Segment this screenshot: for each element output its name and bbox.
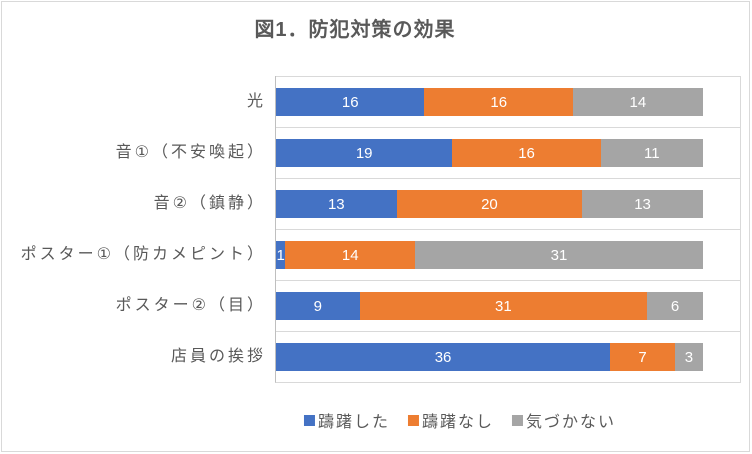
legend-label: 気づかない <box>526 414 617 431</box>
legend-swatch-icon <box>512 414 524 426</box>
data-label: 3 <box>684 348 694 366</box>
category-label: 音①（不安喚起） <box>115 143 266 161</box>
bar-segment-series2: 31 <box>359 292 648 320</box>
data-label: 16 <box>518 144 535 162</box>
data-label: 19 <box>355 144 373 162</box>
stacked-bar: 1 14 31 <box>276 241 740 269</box>
stacked-bar: 9 31 6 <box>276 292 740 320</box>
data-label: 13 <box>634 195 651 213</box>
data-label: 7 <box>638 348 647 366</box>
data-label: 36 <box>434 348 452 366</box>
data-label: 11 <box>644 144 660 162</box>
legend-item: 躊躇した <box>303 408 390 432</box>
data-label: 14 <box>341 246 359 264</box>
chart-row: 19 16 11 <box>276 127 740 178</box>
category-label: ポスター②（目） <box>115 296 266 314</box>
bar-segment-series1: 13 <box>276 190 397 218</box>
bar-segment-series3: 13 <box>582 190 703 218</box>
legend-swatch-icon <box>407 414 419 426</box>
bar-segment-series2: 16 <box>424 88 573 116</box>
chart-row: 9 31 6 <box>276 280 740 331</box>
plot-area: 16 16 14 19 16 11 13 20 13 1 14 31 9 31 6 36 7 3 <box>275 76 741 383</box>
data-label: 16 <box>341 93 359 111</box>
bar-segment-series1: 16 <box>276 88 425 116</box>
category-label: ポスター①（防カメピント） <box>20 245 266 263</box>
chart-row: 13 20 13 <box>276 178 740 229</box>
bar-segment-series1: 9 <box>276 292 360 320</box>
stacked-bar: 13 20 13 <box>276 190 740 218</box>
category-label: 店員の挨拶 <box>170 347 266 365</box>
bar-segment-series1: 1 <box>276 241 286 269</box>
bar-segment-series1: 19 <box>276 139 453 167</box>
category-label: 音②（鎮静） <box>153 194 266 212</box>
chart-row: 16 16 14 <box>276 76 740 127</box>
category-label: 光 <box>246 92 266 110</box>
bar-segment-series3: 6 <box>647 292 703 320</box>
bar-segment-series1: 36 <box>276 343 611 371</box>
legend-label: 躊躇なし <box>421 414 495 431</box>
chart-row: 36 7 3 <box>276 331 740 382</box>
data-label: 16 <box>490 93 508 111</box>
data-label: 9 <box>313 297 322 315</box>
stacked-bar: 36 7 3 <box>276 343 740 371</box>
legend-swatch-icon <box>303 414 315 426</box>
legend-item: 気づかない <box>512 408 616 432</box>
bar-segment-series3: 11 <box>600 139 703 167</box>
data-label: 31 <box>495 297 512 315</box>
chart-row: 1 14 31 <box>276 229 740 280</box>
bar-segment-series2: 16 <box>452 139 601 167</box>
data-label: 31 <box>550 246 568 264</box>
legend: 躊躇した 躊躇なし 気づかない <box>303 408 616 432</box>
data-label: 20 <box>481 195 498 213</box>
legend-item: 躊躇なし <box>407 408 495 432</box>
chart-title: 図1．防犯対策の効果 <box>254 19 456 41</box>
stacked-bar: 19 16 11 <box>276 139 740 167</box>
bar-segment-series2: 14 <box>285 241 416 269</box>
bar-segment-series3: 31 <box>415 241 703 269</box>
legend-label: 躊躇した <box>317 414 390 431</box>
data-label: 14 <box>629 93 647 111</box>
stacked-bar: 16 16 14 <box>276 88 740 116</box>
bar-segment-series3: 3 <box>675 343 703 371</box>
bar-segment-series2: 7 <box>610 343 676 371</box>
data-label: 1 <box>276 246 285 264</box>
data-label: 13 <box>327 195 345 213</box>
bar-segment-series3: 14 <box>572 88 703 116</box>
data-label: 6 <box>670 297 680 315</box>
bar-segment-series2: 20 <box>396 190 583 218</box>
